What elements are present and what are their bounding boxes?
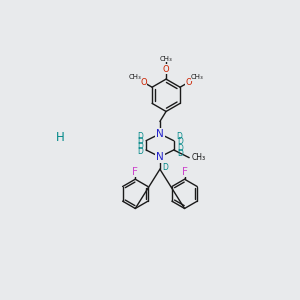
Text: D: D xyxy=(177,144,183,153)
Text: N: N xyxy=(156,152,164,162)
Text: F: F xyxy=(132,167,138,176)
Text: D: D xyxy=(137,137,143,146)
Text: D: D xyxy=(137,147,143,156)
Text: D: D xyxy=(177,149,183,158)
Text: D: D xyxy=(176,132,182,141)
Text: D: D xyxy=(137,142,143,152)
Text: O: O xyxy=(163,64,169,74)
Text: D: D xyxy=(177,137,183,146)
Text: D: D xyxy=(162,163,168,172)
Text: N: N xyxy=(156,129,164,139)
Text: CH₃: CH₃ xyxy=(191,153,206,162)
Text: F: F xyxy=(182,167,188,176)
Text: CH₃: CH₃ xyxy=(160,56,172,62)
Text: CH₃: CH₃ xyxy=(128,74,141,80)
Text: O: O xyxy=(140,78,147,87)
Text: CH₃: CH₃ xyxy=(191,74,204,80)
Text: D: D xyxy=(138,132,144,141)
Text: H: H xyxy=(56,131,64,144)
Text: O: O xyxy=(185,78,192,87)
